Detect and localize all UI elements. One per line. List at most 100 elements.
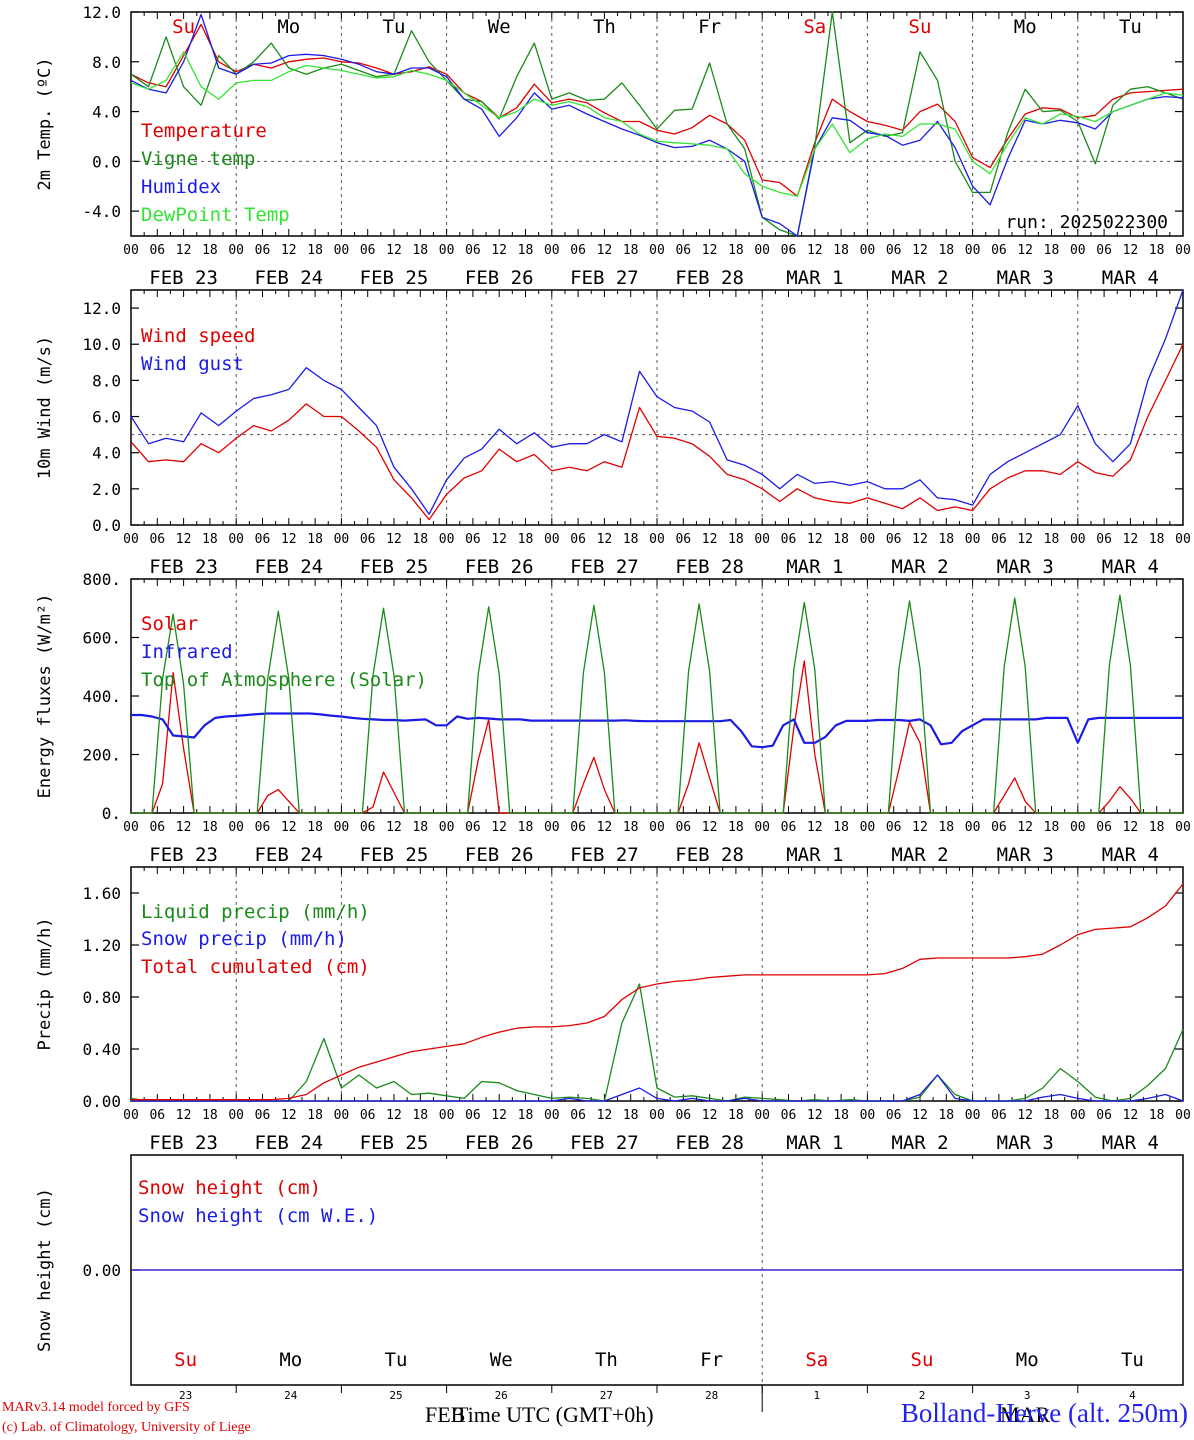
hour-tick-label: 18 — [728, 820, 744, 835]
hour-tick-label: 06 — [675, 243, 691, 258]
hour-tick-label: 12 — [491, 820, 507, 835]
day-number: 4 — [1129, 1389, 1136, 1402]
date-label: MAR 1 — [786, 844, 843, 866]
hour-tick-label: 18 — [518, 243, 534, 258]
hour-tick-label: 06 — [149, 1108, 165, 1123]
day-name: Sa — [805, 1349, 828, 1371]
hour-tick-label: 18 — [1044, 532, 1060, 547]
hour-tick-label: 00 — [228, 1108, 244, 1123]
date-label: FEB 28 — [675, 1132, 744, 1154]
hour-tick-label: 06 — [360, 1108, 376, 1123]
y-tick-label: 6.0 — [92, 408, 121, 427]
hour-tick-label: 00 — [1175, 1108, 1191, 1123]
date-label: FEB 27 — [570, 267, 639, 289]
hour-tick-label: 18 — [1149, 1108, 1165, 1123]
date-label: FEB 26 — [465, 844, 534, 866]
legend-entry: Vigne temp — [141, 148, 255, 170]
hour-tick-label: 00 — [334, 1108, 350, 1123]
hour-tick-label: 06 — [991, 1108, 1007, 1123]
day-number: 1 — [813, 1389, 820, 1402]
hour-tick-label: 18 — [307, 532, 323, 547]
hour-tick-label: 18 — [623, 243, 639, 258]
hour-tick-label: 12 — [281, 1108, 297, 1123]
hour-tick-label: 00 — [334, 532, 350, 547]
hour-tick-label: 12 — [281, 532, 297, 547]
date-label: FEB 27 — [570, 1132, 639, 1154]
hour-tick-label: 18 — [938, 820, 954, 835]
date-label: FEB 24 — [254, 267, 323, 289]
date-label: FEB 23 — [149, 556, 218, 578]
date-label: MAR 2 — [891, 267, 948, 289]
hour-tick-label: 12 — [281, 243, 297, 258]
hour-tick-label: 18 — [728, 532, 744, 547]
hour-tick-label: 18 — [1044, 1108, 1060, 1123]
series-line-humidex — [130, 13, 1184, 237]
hour-tick-label: 06 — [991, 243, 1007, 258]
date-label: FEB 24 — [254, 1132, 323, 1154]
hour-tick-label: 00 — [334, 243, 350, 258]
lab-credit: (c) Lab. of Climatology, University of L… — [2, 1420, 251, 1435]
day-name: Su — [911, 1349, 934, 1371]
y-tick-label: 0.00 — [82, 1261, 121, 1280]
hour-tick-label: 18 — [833, 243, 849, 258]
y-tick-label: 8.0 — [92, 371, 121, 390]
hour-tick-label: 18 — [623, 532, 639, 547]
y-tick-label: 0.80 — [82, 988, 121, 1007]
hour-tick-label: 00 — [544, 532, 560, 547]
day-name: Mo — [1014, 16, 1037, 38]
hour-tick-label: 18 — [1044, 243, 1060, 258]
hour-tick-label: 06 — [886, 532, 902, 547]
y-axis-label: 10m Wind (m/s) — [35, 336, 55, 479]
hour-tick-label: 12 — [176, 820, 192, 835]
series-line-wind-gust — [130, 289, 1184, 515]
hour-tick-label: 18 — [307, 1108, 323, 1123]
y-tick-label: 0.00 — [82, 1092, 121, 1111]
y-tick-label: 4.0 — [92, 444, 121, 463]
hour-tick-label: 00 — [860, 243, 876, 258]
hour-tick-label: 00 — [544, 820, 560, 835]
date-label: MAR 4 — [1102, 844, 1159, 866]
hour-tick-label: 12 — [1017, 532, 1033, 547]
hour-tick-label: 12 — [702, 243, 718, 258]
series-line-wind-speed — [130, 343, 1184, 521]
panel-4 — [130, 866, 1184, 1102]
hour-tick-label: 18 — [938, 532, 954, 547]
hour-tick-label: 12 — [491, 243, 507, 258]
hour-tick-label: 00 — [860, 1108, 876, 1123]
series-line-vigne-temp — [130, 11, 1184, 237]
hour-tick-label: 00 — [649, 820, 665, 835]
hour-tick-label: 00 — [1175, 820, 1191, 835]
y-tick-label: 4.0 — [92, 103, 121, 122]
y-tick-label: 800. — [82, 570, 121, 589]
hour-tick-label: 18 — [412, 532, 428, 547]
legend-entry: Solar — [141, 613, 198, 635]
y-tick-label: -4.0 — [82, 202, 121, 221]
series-line-total-cumulated-cm- — [131, 883, 1184, 1101]
series-line-temperature — [130, 23, 1184, 197]
date-label: FEB 26 — [465, 556, 534, 578]
hour-tick-label: 12 — [807, 243, 823, 258]
day-name: Mo — [279, 1349, 302, 1371]
hour-tick-label: 12 — [176, 243, 192, 258]
hour-tick-label: 00 — [1070, 532, 1086, 547]
date-label: MAR 1 — [786, 267, 843, 289]
hour-tick-label: 18 — [728, 1108, 744, 1123]
legend-entry: Infrared — [141, 641, 233, 663]
date-label: FEB 28 — [675, 556, 744, 578]
hour-tick-label: 12 — [1017, 243, 1033, 258]
hour-tick-label: 00 — [1070, 1108, 1086, 1123]
hour-tick-label: 18 — [1044, 820, 1060, 835]
day-name: Th — [593, 16, 616, 38]
hour-tick-label: 00 — [544, 243, 560, 258]
hour-tick-label: 00 — [439, 820, 455, 835]
hour-tick-label: 18 — [412, 820, 428, 835]
y-axis-label: Snow height (cm) — [35, 1188, 55, 1352]
panel-2 — [130, 289, 1184, 526]
hour-tick-label: 12 — [912, 1108, 928, 1123]
panel-3 — [130, 578, 1184, 814]
hour-tick-label: 00 — [1175, 243, 1191, 258]
y-tick-label: 2.0 — [92, 480, 121, 499]
y-tick-label: 8.0 — [92, 53, 121, 72]
hour-tick-label: 06 — [991, 532, 1007, 547]
hour-tick-label: 00 — [649, 532, 665, 547]
